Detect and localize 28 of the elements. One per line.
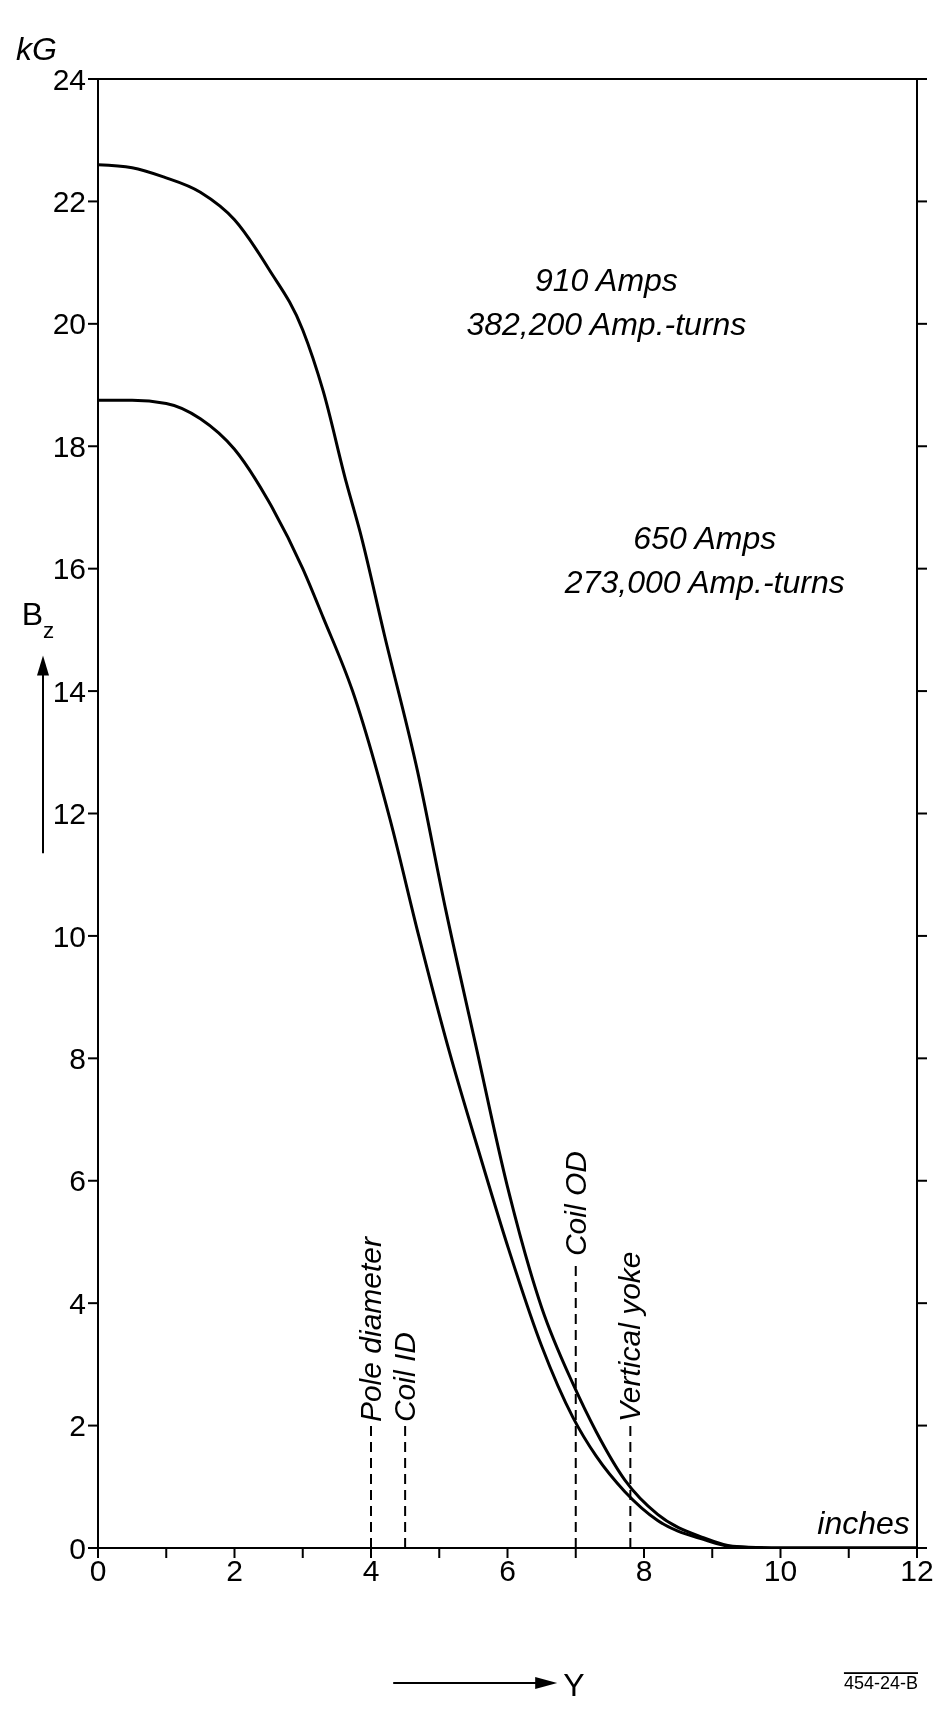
- y-tick-label: 18: [52, 429, 86, 463]
- y-tick-label: 4: [69, 1286, 86, 1320]
- y-axis-title: B$_{z}$: [21, 596, 55, 643]
- y-tick-label: 8: [69, 1041, 86, 1075]
- y-tick-label: 16: [52, 552, 86, 586]
- x-tick-label: 8: [635, 1554, 653, 1588]
- x-tick-label: 12: [900, 1554, 934, 1588]
- annotation: inches: [817, 1505, 910, 1542]
- ref-line-label: Coil OD: [558, 1151, 592, 1257]
- ref-line-label: Coil ID: [388, 1332, 422, 1423]
- x-tick-label: 2: [226, 1554, 243, 1588]
- ref-line-label: Pole diameter: [354, 1235, 387, 1423]
- x-tick-label: 6: [499, 1554, 516, 1588]
- y-tick-label: 2: [69, 1409, 86, 1443]
- annotation: 650 Amps 273,000 Amp.-turns: [563, 520, 845, 601]
- y-tick-label: 14: [52, 674, 86, 708]
- y-tick-label: 12: [52, 797, 86, 831]
- x-tick-label: 10: [763, 1554, 798, 1588]
- x-axis-title: Y: [563, 1667, 585, 1703]
- x-tick-label: 4: [362, 1554, 380, 1588]
- y-tick-label: 6: [69, 1164, 86, 1198]
- y-tick-label: 20: [52, 307, 86, 341]
- ref-line-label: Vertical yoke: [613, 1251, 647, 1423]
- text: 454-24-B: [843, 1673, 918, 1694]
- y-tick-label: 10: [52, 919, 86, 953]
- y-tick-label: 22: [52, 185, 86, 219]
- annotation: 910 Amps 382,200 Amp.-turns: [466, 261, 747, 342]
- y-tick-label: 0: [69, 1531, 86, 1565]
